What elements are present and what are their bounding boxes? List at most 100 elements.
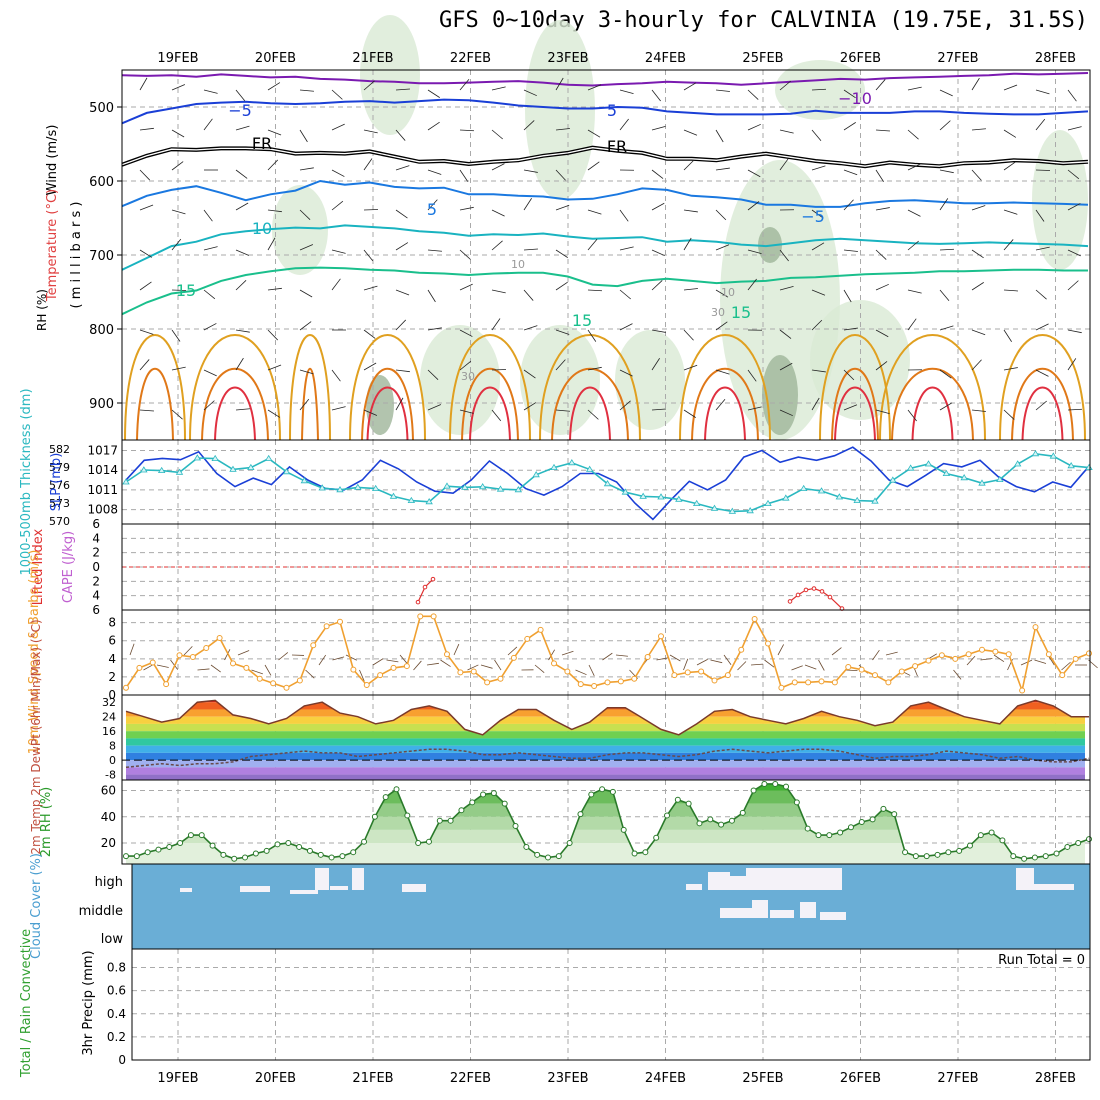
wind-speed-line-point	[323, 623, 330, 630]
li-tick-label: 2	[92, 574, 100, 588]
temp-dewpt-axis-label: 2m Temp 2m DewPt (6hr Min/Max) (°C)	[29, 619, 43, 854]
wind-speed-line-point	[617, 678, 624, 685]
wind-barb	[1035, 289, 1047, 300]
rh-line-point	[685, 800, 692, 807]
wind-barb	[1067, 126, 1082, 131]
contour-label: −5	[801, 207, 825, 226]
y-tick-label: 500	[89, 101, 114, 116]
rh-line-point	[1075, 840, 1082, 846]
isotherm-30	[214, 386, 256, 441]
cloud-block	[290, 890, 318, 894]
contour-label: 10	[511, 258, 525, 271]
wind-barb	[299, 398, 310, 411]
precip-type-label: Total / Rain Convective	[19, 929, 34, 1078]
li-tick-label: 6	[92, 603, 100, 617]
wind-barb	[939, 120, 951, 131]
wind-barb	[811, 397, 820, 411]
rh-line-point	[945, 849, 952, 856]
precip-tick-label: 0	[118, 1053, 126, 1067]
wind-speed-line-point	[858, 666, 865, 673]
thickness-line-point	[122, 478, 130, 485]
isotherm-30	[1021, 386, 1064, 441]
rh-tick-label: 60	[101, 784, 116, 798]
temp-tick-label: -8	[105, 769, 116, 782]
thickness-line-point	[282, 468, 291, 475]
wind-barb	[843, 249, 858, 252]
rh-line-point	[371, 813, 378, 820]
wind-barb	[139, 127, 154, 131]
wind-barb	[651, 89, 661, 102]
wind-barb	[779, 329, 792, 339]
isotherm	[121, 98, 1089, 125]
rh-line-point	[696, 820, 703, 827]
rh-line-point	[674, 796, 681, 803]
wind-barb	[715, 289, 729, 298]
thickness-line-point	[621, 488, 630, 495]
date-label-bottom: 28FEB	[1035, 1071, 1076, 1086]
wind-barb	[615, 654, 628, 657]
cloud-level-label: low	[101, 932, 124, 947]
isotherm-20	[539, 334, 641, 441]
rh-line-point	[793, 799, 800, 806]
wind-barb	[203, 369, 217, 377]
wind-speed-line-point	[738, 646, 745, 653]
wind-barb	[651, 280, 663, 291]
thickness-line-point	[960, 474, 968, 481]
wind-barb	[267, 82, 281, 91]
rh-line-point	[480, 791, 487, 798]
wind-barb	[427, 199, 438, 211]
wind-barb	[171, 366, 186, 371]
wind-barb	[619, 400, 631, 411]
wind-barb	[459, 360, 472, 371]
rh-line-point	[923, 853, 930, 860]
rh-shading	[525, 20, 595, 200]
wind-barb	[651, 125, 666, 131]
wind-barb	[139, 329, 154, 335]
wind-barb	[1067, 280, 1079, 291]
wind-barb	[971, 409, 986, 412]
thickness-line-point	[550, 463, 558, 470]
thickness-tick-label: 570	[49, 515, 70, 528]
thickness-line-point	[853, 496, 861, 503]
rh-line-point	[393, 786, 400, 793]
wind-speed-line-point	[765, 640, 771, 647]
wind-barb	[203, 289, 216, 300]
temp-tick-label: 8	[109, 740, 116, 753]
wind-barb	[203, 400, 215, 411]
precip-panel	[131, 948, 1091, 1061]
wind-speed-line-point	[430, 613, 437, 620]
wind-barb	[811, 289, 826, 296]
wind-speed-line-point	[377, 672, 384, 679]
li-tick-label: 4	[92, 531, 100, 545]
wind-barb	[555, 329, 570, 335]
temp-band	[126, 738, 1085, 746]
wind-barb	[939, 369, 952, 379]
wind-barb	[197, 668, 210, 671]
wind-barb	[235, 357, 244, 371]
rh-line-point	[620, 826, 627, 833]
cloud-block	[770, 910, 794, 918]
wind-barb	[363, 249, 374, 262]
rh-line-point	[469, 799, 476, 806]
wind-barb	[523, 289, 534, 301]
wind-barb	[235, 249, 250, 256]
wind-barb	[619, 289, 631, 300]
wind-barb	[267, 409, 281, 418]
wind-barb	[156, 664, 169, 668]
li-tick-label: 2	[92, 546, 100, 560]
wind-barb	[555, 128, 570, 131]
wind-barb	[971, 329, 986, 336]
wind-barb	[427, 121, 440, 131]
wind-barb	[386, 659, 399, 663]
wind-barb	[267, 329, 279, 341]
wind-barb	[305, 669, 315, 679]
wind-tick-label: 4	[108, 652, 116, 666]
wind-speed-line-point	[979, 646, 985, 653]
wind-speed-line-point	[444, 651, 450, 658]
thickness-tick-label: 573	[49, 497, 70, 510]
rh-line-point	[934, 851, 941, 858]
contour-label: 10	[721, 286, 735, 299]
rh-line-point	[988, 829, 995, 836]
rh-line-point	[209, 842, 216, 849]
rh-band	[126, 803, 1085, 817]
